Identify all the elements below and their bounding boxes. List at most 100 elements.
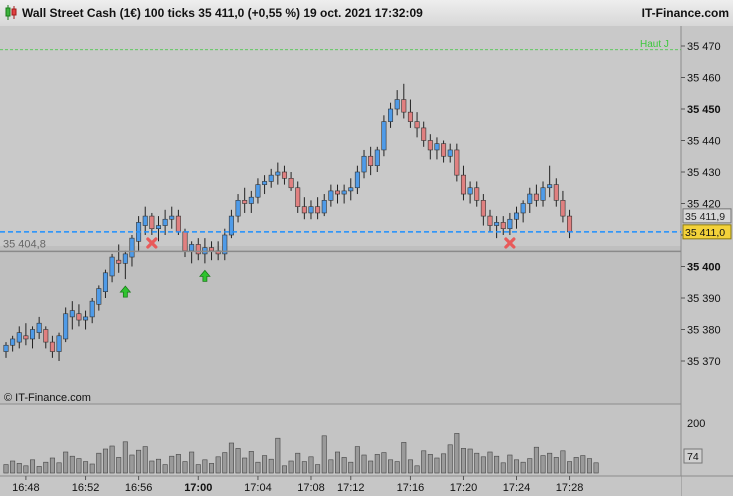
candle-up bbox=[262, 181, 268, 185]
candlestick-icon bbox=[5, 5, 17, 20]
volume-bar bbox=[447, 444, 453, 474]
x-tick-label: 17:04 bbox=[244, 482, 272, 494]
volume-bar bbox=[10, 460, 16, 474]
volume-bar bbox=[301, 461, 307, 474]
candle-up bbox=[341, 190, 347, 195]
volume-bar bbox=[394, 461, 400, 474]
volume-bar bbox=[553, 457, 559, 474]
volume-bar bbox=[308, 456, 314, 474]
volume-bar bbox=[83, 461, 89, 474]
candle-up bbox=[16, 332, 22, 343]
volume-bar bbox=[288, 460, 294, 474]
volume-bar bbox=[407, 459, 413, 474]
buy-arrow-icon bbox=[199, 269, 211, 282]
y-tick-label: 35 400 bbox=[687, 262, 721, 274]
volume-bar bbox=[23, 465, 29, 474]
volume-bar bbox=[474, 452, 480, 474]
candle-down bbox=[480, 200, 486, 217]
candle-down bbox=[301, 206, 307, 214]
sell-cross-icon bbox=[504, 237, 516, 249]
candle-down bbox=[567, 215, 573, 233]
volume-bar bbox=[102, 448, 108, 474]
candle-up bbox=[514, 212, 520, 220]
volume-bar bbox=[500, 462, 506, 474]
haut-j-label: Haut J bbox=[640, 39, 669, 50]
volume-bar bbox=[36, 466, 42, 474]
candle-up bbox=[381, 121, 387, 151]
candle-up bbox=[255, 184, 261, 198]
lower-plot-bg bbox=[0, 246, 681, 404]
volume-bar bbox=[195, 464, 201, 474]
candle-up bbox=[63, 313, 69, 340]
volume-bar bbox=[129, 454, 135, 474]
y-tick-label: 35 370 bbox=[687, 356, 721, 368]
volume-bar bbox=[49, 457, 55, 474]
upper-plot-bg bbox=[0, 26, 681, 246]
volume-bar bbox=[268, 458, 274, 474]
volume-bar bbox=[30, 459, 36, 474]
volume-bar bbox=[441, 453, 447, 474]
candle-down bbox=[23, 335, 29, 340]
volume-bar bbox=[361, 454, 367, 474]
candle-up bbox=[222, 234, 228, 255]
candle-up bbox=[96, 288, 102, 305]
y-tick-label: 35 470 bbox=[687, 41, 721, 53]
volume-bar bbox=[414, 465, 420, 474]
volume-bar bbox=[235, 448, 241, 474]
volume-bar bbox=[540, 455, 546, 474]
x-tick-label: 16:52 bbox=[72, 482, 100, 494]
brand-label: IT-Finance.com bbox=[641, 6, 729, 20]
sell-cross-icon bbox=[146, 237, 158, 249]
candle-up bbox=[374, 149, 380, 166]
y-tick-label: 35 460 bbox=[687, 73, 721, 85]
candle-up bbox=[520, 203, 526, 214]
candle-up bbox=[248, 196, 254, 204]
candle-down bbox=[281, 171, 287, 179]
x-tick-label: 17:12 bbox=[337, 482, 365, 494]
x-tick-label: 17:28 bbox=[556, 482, 584, 494]
volume-bar bbox=[189, 451, 195, 474]
candle-down bbox=[49, 341, 55, 352]
candle-up bbox=[235, 200, 241, 217]
volume-bar bbox=[586, 458, 592, 474]
volume-bar bbox=[573, 457, 579, 474]
candle-up bbox=[354, 171, 360, 189]
y-tick-label: 35 430 bbox=[687, 167, 721, 179]
volume-axis-ticks: 200 74 bbox=[683, 418, 705, 464]
candle-up bbox=[275, 171, 281, 176]
volume-bar bbox=[580, 455, 586, 474]
candle-up bbox=[89, 300, 95, 318]
value-box-label: 35 411,9 bbox=[685, 211, 725, 223]
candle-up bbox=[162, 218, 168, 226]
candle-up bbox=[328, 190, 334, 201]
volume-bar bbox=[354, 446, 360, 474]
x-tick-label: 17:00 bbox=[184, 482, 212, 494]
price-chart[interactable]: Haut J 35 404,8 35 470 35 460 35 450 35 440 3… bbox=[0, 26, 733, 496]
candle-down bbox=[116, 259, 122, 264]
candle-down bbox=[401, 99, 407, 113]
volume-bar bbox=[520, 461, 526, 474]
candle-down bbox=[414, 121, 420, 129]
volume-bar bbox=[388, 459, 394, 474]
candle-down bbox=[553, 184, 559, 201]
candle-down bbox=[421, 127, 427, 141]
volume-bar bbox=[248, 451, 254, 474]
candle-up bbox=[3, 344, 9, 352]
volume-bar bbox=[16, 463, 22, 474]
volume-value-box bbox=[683, 448, 703, 464]
candle-up bbox=[155, 225, 161, 230]
candle-down bbox=[242, 200, 248, 204]
candle-down bbox=[43, 329, 49, 343]
volume-bar bbox=[255, 461, 261, 474]
candle-up bbox=[394, 99, 400, 110]
candle-down bbox=[209, 247, 215, 252]
volume-bar bbox=[43, 461, 49, 474]
volume-bar bbox=[89, 463, 95, 474]
candle-down bbox=[368, 155, 374, 166]
volume-bar bbox=[467, 448, 473, 474]
candle-up bbox=[361, 155, 367, 173]
volume-bar bbox=[109, 445, 115, 474]
candle-down bbox=[315, 206, 321, 214]
candle-down bbox=[427, 140, 433, 151]
volume-bar bbox=[374, 454, 380, 474]
